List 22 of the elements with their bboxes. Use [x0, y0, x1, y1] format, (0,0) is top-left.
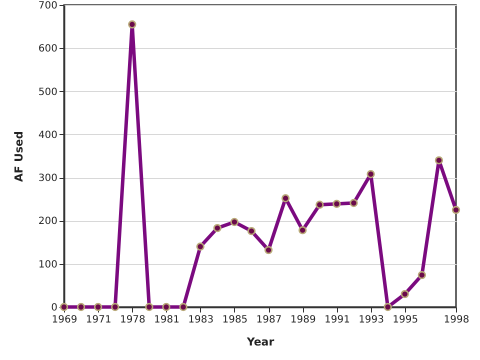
- y-axis-title: AF Used: [12, 131, 26, 182]
- x-tick-label: 1993: [358, 314, 384, 326]
- x-tick-label: 1991: [324, 314, 350, 326]
- x-tick-label: 1987: [256, 314, 282, 326]
- y-tick-label: 200: [38, 216, 58, 228]
- x-tick-label: 1989: [290, 314, 316, 326]
- y-tick-label: 0: [51, 302, 58, 314]
- x-tick-label: 1981: [154, 314, 180, 326]
- y-tick-label: 100: [38, 259, 58, 270]
- x-tick-label: 1998: [444, 314, 470, 326]
- x-tick-label: 1995: [392, 314, 418, 326]
- x-tick-label: 1969: [52, 314, 78, 326]
- y-tick-label: 300: [38, 173, 58, 184]
- x-tick-label: 1983: [188, 314, 214, 326]
- x-tick-label: 1971: [86, 314, 112, 326]
- x-tick-label: 1978: [120, 314, 146, 326]
- y-tick-label: 600: [38, 44, 58, 55]
- y-tick-label: 500: [38, 86, 58, 98]
- y-tick-label: 700: [38, 0, 58, 12]
- x-axis-title: Year: [246, 336, 275, 348]
- x-tick-label: 1985: [222, 314, 248, 326]
- y-tick-label: 400: [38, 130, 58, 141]
